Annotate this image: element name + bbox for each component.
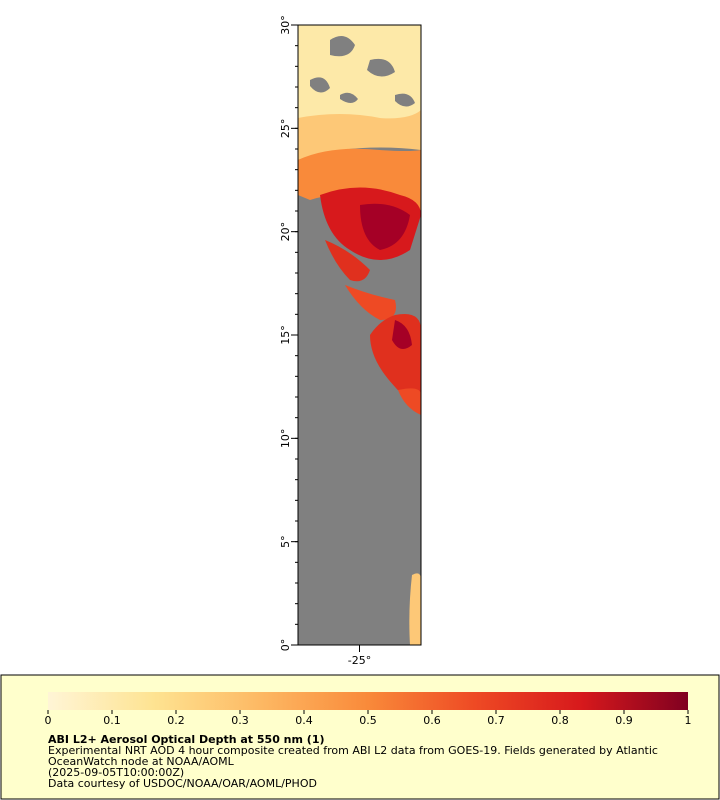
colorbar-tick-label: 0.7 (487, 714, 505, 727)
map-image (298, 25, 421, 645)
colorbar-tick-label: 0.9 (615, 714, 633, 727)
colorbar (48, 692, 688, 710)
legend-line: (2025-09-05T10:00:00Z) (48, 766, 184, 779)
legend-line: OceanWatch node at NOAA/AOML (48, 755, 235, 768)
y-tick-label: 15° (279, 325, 292, 345)
colorbar-tick-label: 0.1 (103, 714, 121, 727)
legend-title: ABI L2+ Aerosol Optical Depth at 550 nm … (48, 733, 325, 746)
y-tick-label: 10° (279, 429, 292, 449)
colorbar-tick-label: 0.4 (295, 714, 313, 727)
y-tick-label: 0° (279, 639, 292, 652)
colorbar-tick-label: 0.2 (167, 714, 185, 727)
colorbar-tick-label: 1 (685, 714, 692, 727)
colorbar-tick-label: 0.8 (551, 714, 569, 727)
colorbar-tick-label: 0.6 (423, 714, 441, 727)
colorbar-tick-label: 0.5 (359, 714, 377, 727)
x-tick-label: -25° (348, 654, 371, 667)
colorbar-tick-label: 0 (45, 714, 52, 727)
legend-line: Experimental NRT AOD 4 hour composite cr… (48, 744, 658, 757)
legend-line: Data courtesy of USDOC/NOAA/OAR/AOML/PHO… (48, 777, 317, 790)
colorbar-tick-label: 0.3 (231, 714, 249, 727)
y-tick-label: 25° (279, 119, 292, 139)
y-tick-label: 20° (279, 222, 292, 242)
y-tick-label: 30° (279, 15, 292, 35)
y-tick-label: 5° (279, 535, 292, 548)
